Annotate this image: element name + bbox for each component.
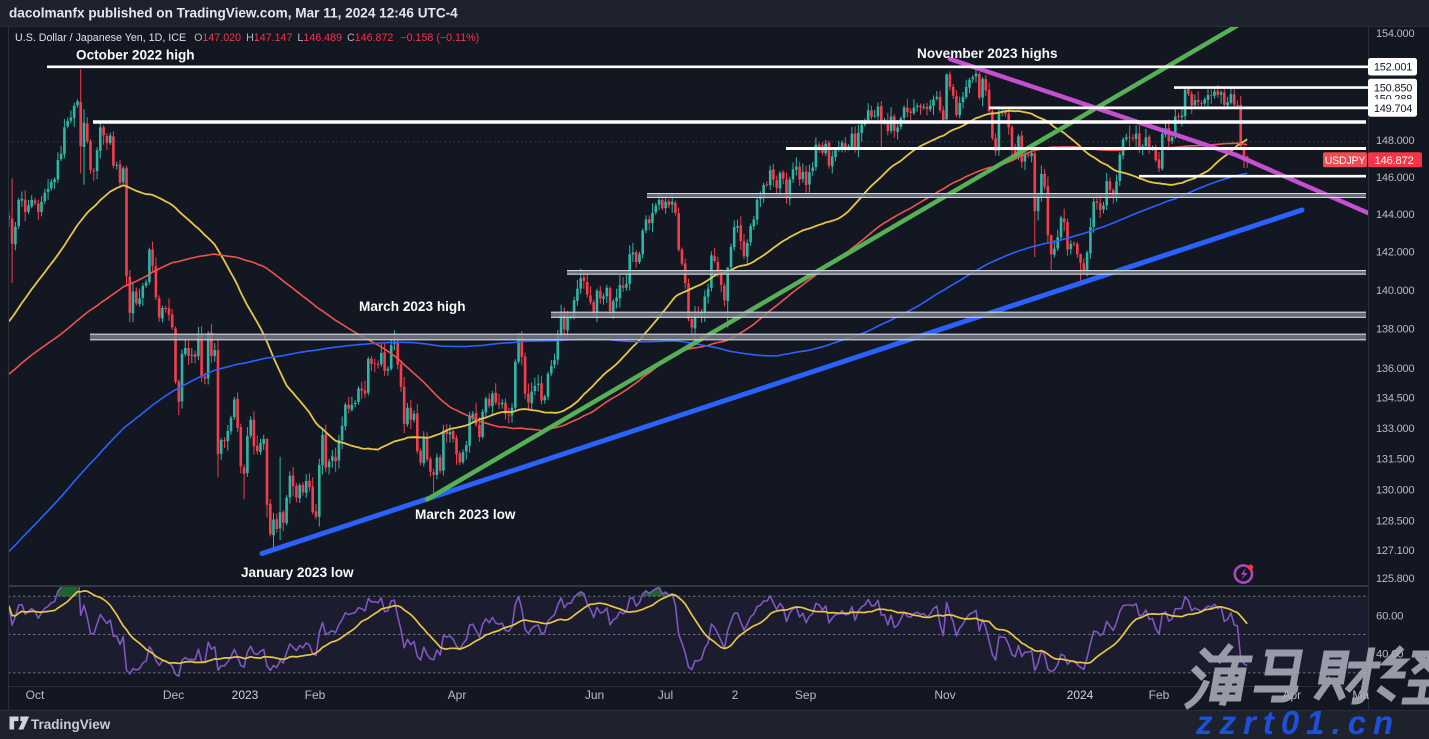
svg-text:128.500: 128.500 [1376,516,1414,528]
svg-text:October 2022 high: October 2022 high [76,48,195,63]
svg-text:130.000: 130.000 [1376,484,1414,496]
svg-text:Feb: Feb [1149,688,1170,702]
svg-text:zzrt01.cn: zzrt01.cn [1195,704,1400,739]
svg-text:January 2023 low: January 2023 low [241,565,354,580]
svg-text:125.800: 125.800 [1376,573,1414,585]
svg-text:dacolmanfx published on Tradin: dacolmanfx published on TradingView.com,… [9,6,458,21]
svg-text:148.000: 148.000 [1376,135,1414,147]
svg-text:144.000: 144.000 [1376,209,1414,221]
svg-text:146.872: 146.872 [1374,155,1413,167]
svg-text:Jun: Jun [585,688,604,702]
svg-text:Apr: Apr [448,688,467,702]
svg-text:146.000: 146.000 [1376,172,1414,184]
svg-text:150.850: 150.850 [1374,83,1412,95]
svg-text:2024: 2024 [1067,688,1094,702]
svg-text:134.500: 134.500 [1376,393,1414,405]
svg-text:Feb: Feb [305,688,326,702]
svg-text:TradingView: TradingView [31,717,111,732]
svg-text:November 2023 highs: November 2023 highs [917,46,1058,61]
svg-text:March 2023 high: March 2023 high [359,299,466,314]
svg-text:2: 2 [732,688,739,702]
svg-text:Sep: Sep [795,688,817,702]
svg-text:March 2023 low: March 2023 low [415,507,516,522]
svg-text:U.S. Dollar / Japanese Yen, 1D: U.S. Dollar / Japanese Yen, 1D, ICE O147.… [15,32,479,44]
svg-text:Jul: Jul [658,688,673,702]
svg-text:2023: 2023 [232,688,259,702]
svg-text:USDJPY: USDJPY [1325,155,1366,167]
svg-text:133.000: 133.000 [1376,423,1414,435]
svg-text:60.00: 60.00 [1376,610,1403,622]
svg-text:149.704: 149.704 [1374,103,1412,115]
svg-text:142.000: 142.000 [1376,247,1414,259]
svg-text:Dec: Dec [163,688,184,702]
svg-text:138.000: 138.000 [1376,324,1414,336]
svg-text:136.000: 136.000 [1376,363,1414,375]
svg-text:140.000: 140.000 [1376,285,1414,297]
svg-text:152.001: 152.001 [1374,62,1412,74]
svg-text:Oct: Oct [26,688,45,702]
svg-text:Nov: Nov [934,688,955,702]
svg-text:127.100: 127.100 [1376,545,1414,557]
svg-text:154.000: 154.000 [1376,28,1414,40]
svg-text:131.500: 131.500 [1376,454,1414,466]
